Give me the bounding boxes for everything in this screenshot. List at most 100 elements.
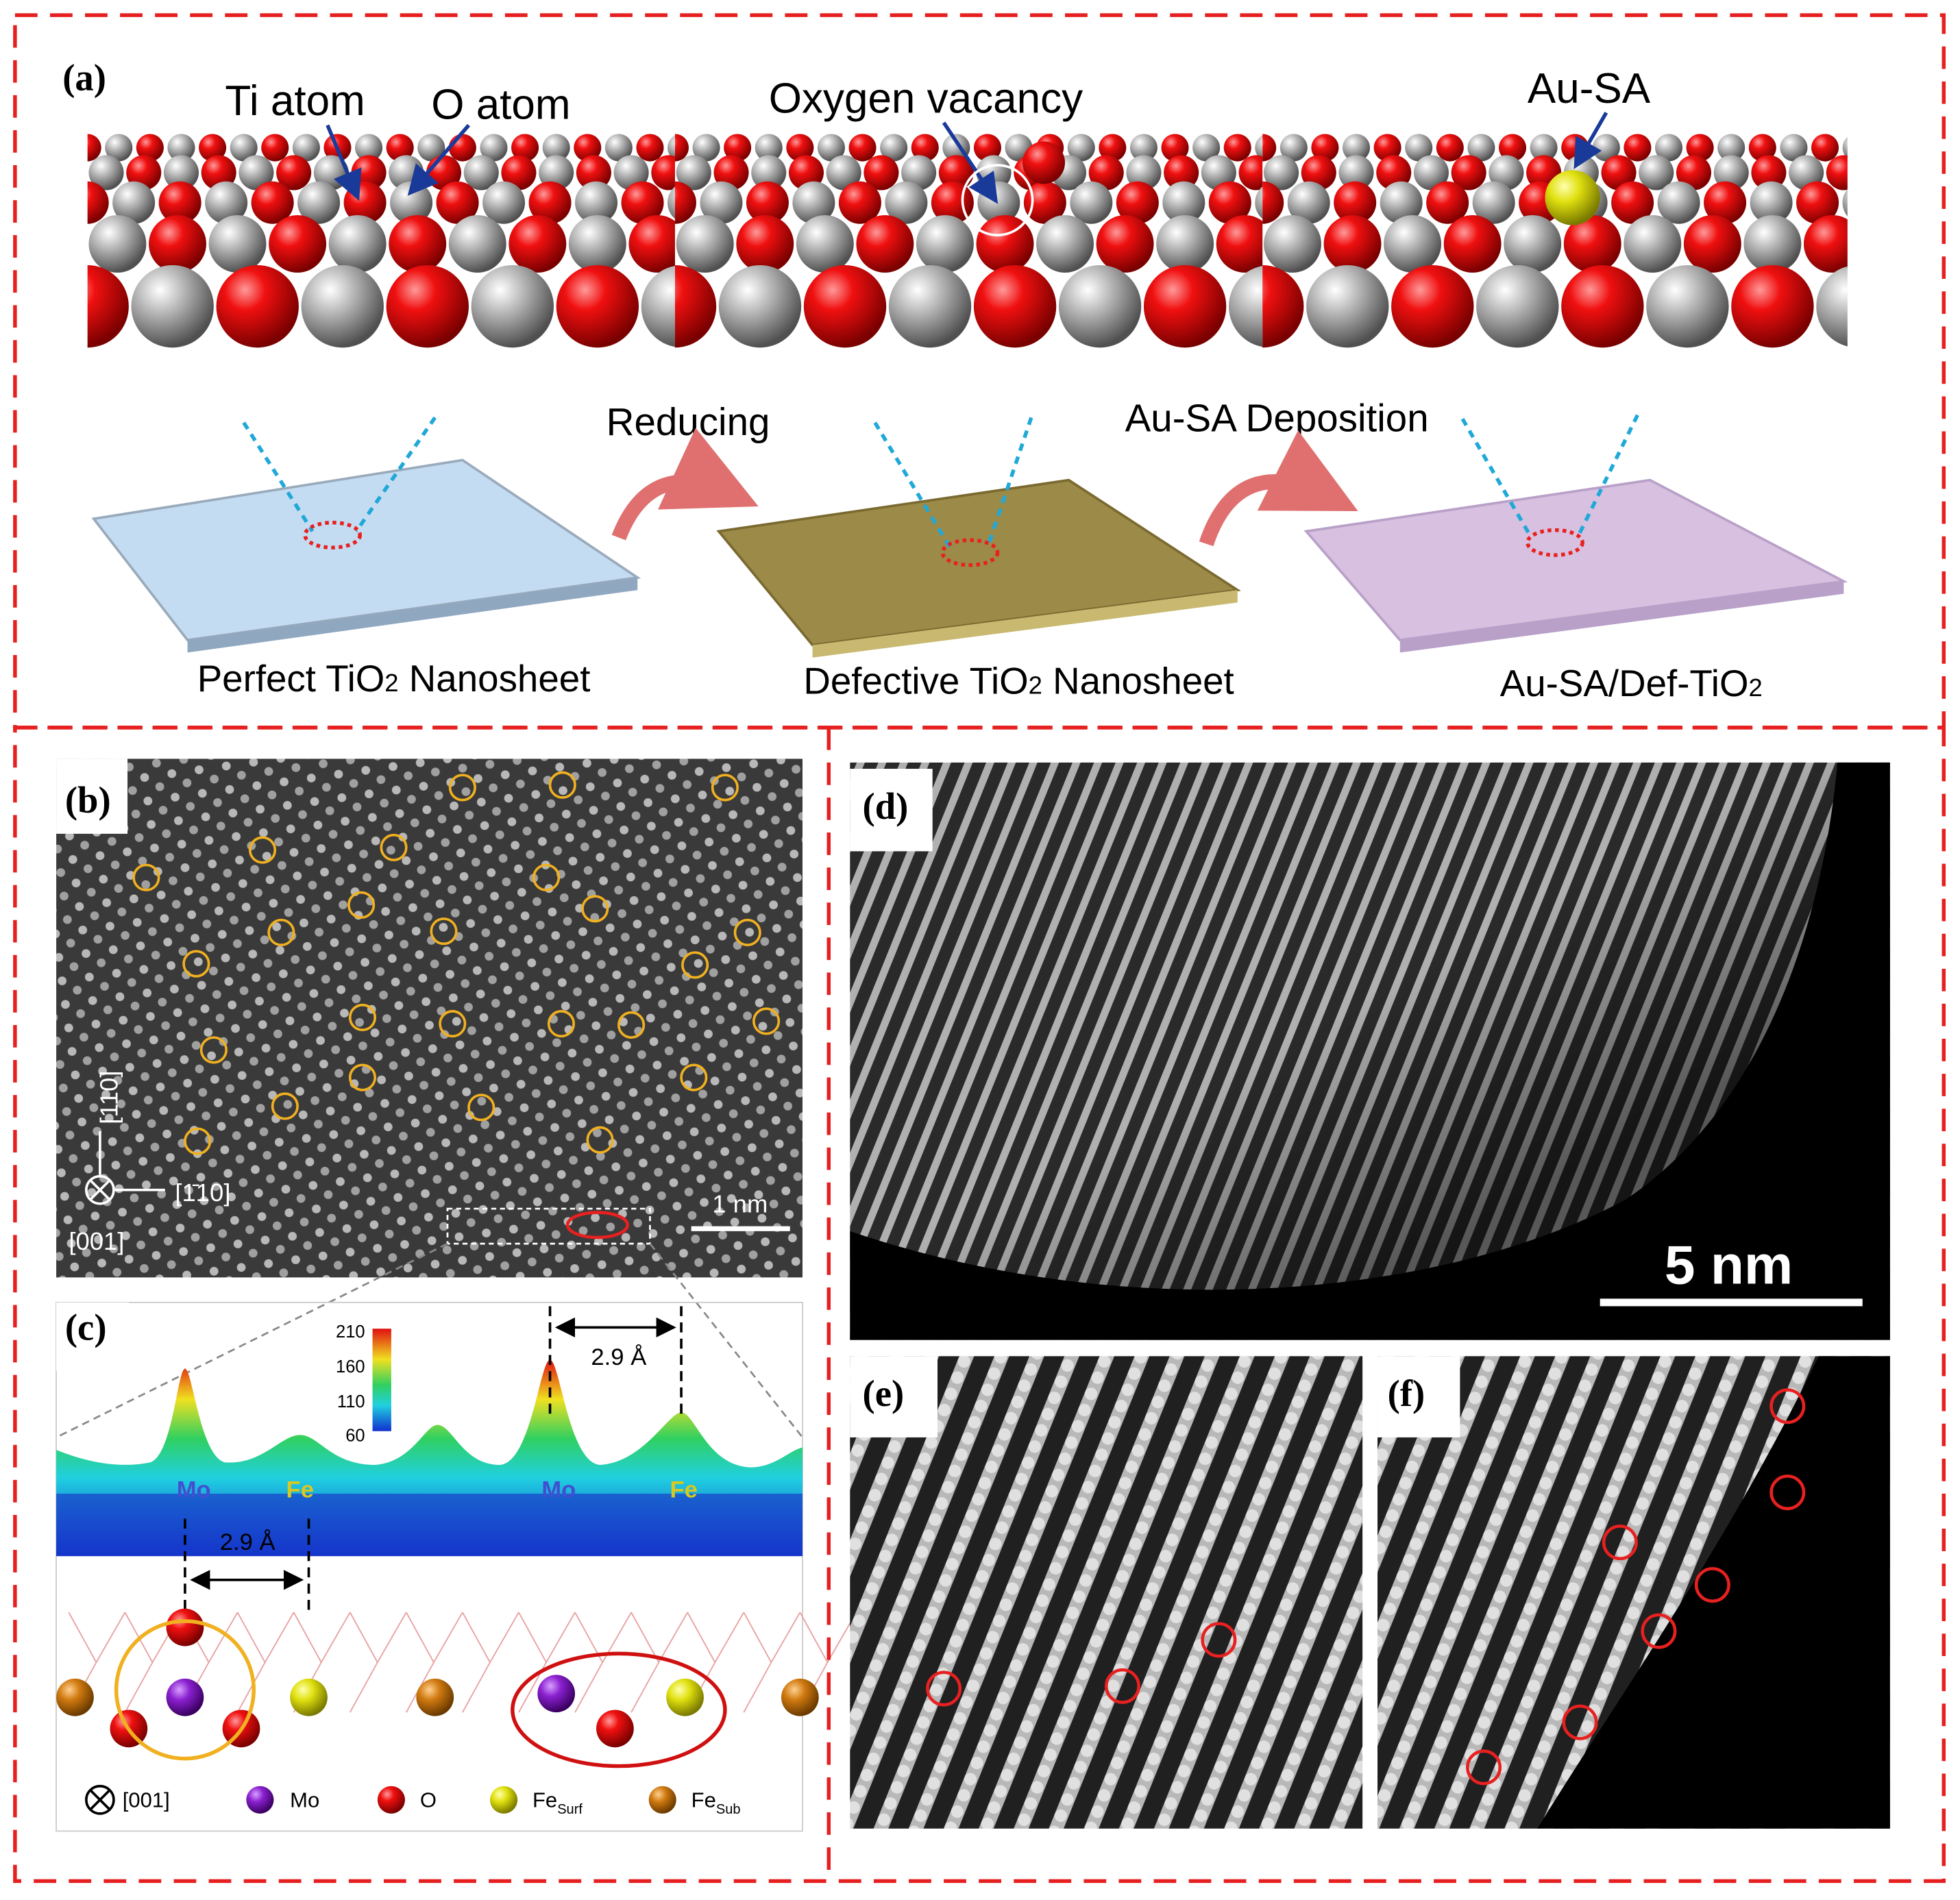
highlight [511,1651,727,1768]
atom-marker [532,863,561,891]
atom [471,264,554,348]
atom-models [0,134,1848,348]
atom [596,1710,634,1748]
panel-frame [56,1301,803,1832]
atom-marker [752,1007,781,1035]
panel-label: (d) [863,785,909,827]
atom-marker [182,950,210,978]
atom [1796,181,1839,224]
atom [1264,215,1321,273]
atom [613,155,649,190]
atom-marker [548,771,576,799]
atom [1279,134,1308,162]
atom [576,155,611,190]
atom [1489,155,1524,190]
atom [448,215,506,273]
atom-marker [380,833,408,861]
highlight [114,1619,256,1761]
atom [976,215,1034,273]
atom [1067,134,1095,162]
atom-label: O atom [431,82,570,129]
atom [1743,215,1802,273]
atom [641,265,675,347]
atom [216,264,299,348]
atom [149,215,206,273]
atom [1376,155,1412,190]
panel-label: (b) [65,779,111,821]
atom [676,155,711,190]
step-label: Au-SA Deposition [1125,397,1429,440]
pointer [407,123,471,196]
atom-markers [926,1622,1237,1707]
atom [786,134,814,162]
atom [1713,155,1749,190]
atom [1058,264,1142,348]
atom [463,155,499,190]
atom [201,155,236,190]
atom [292,134,320,162]
atom [539,155,574,190]
atom [42,134,70,161]
atom [1301,155,1336,190]
atom-marker [680,1063,708,1091]
atom [542,134,570,162]
atom [355,134,383,162]
atom [0,265,44,347]
highlight [565,1211,629,1239]
atom [1504,215,1562,273]
nanosheet-edge [1399,581,1844,653]
atom [667,186,675,219]
atom [885,181,928,224]
peak-label: Fe [670,1477,697,1503]
guide-line [548,1306,683,1419]
atom [888,264,972,348]
atom [509,215,567,273]
atom [1654,134,1683,162]
atom [863,155,899,190]
atom [938,155,974,190]
atom [1334,181,1377,224]
atom [501,155,537,190]
atom [1036,215,1094,273]
atom [1780,134,1808,162]
atom [880,134,908,162]
atom [751,155,787,190]
atom [781,1678,819,1716]
atom-marker [267,918,295,947]
label-box [56,758,128,834]
nanosheet [1303,478,1848,642]
atom [1255,135,1263,160]
atom [1287,181,1330,224]
atom [482,181,526,224]
legend-icon [85,1784,115,1815]
zoom-guides [56,1242,804,1439]
panel-borders [13,13,1946,1884]
step-label: Reducing [607,400,770,443]
atom [1467,134,1495,162]
atom [389,215,447,273]
atom [803,264,887,348]
atom [20,182,62,224]
atom [746,181,789,224]
atom [290,1678,328,1716]
atom [87,134,101,162]
vacuum-region [1537,1356,1890,1829]
atom [261,134,289,162]
legend-icon [89,1788,111,1811]
atom [1816,266,1848,347]
atom [628,215,675,273]
atom [251,181,294,224]
atom [1624,215,1682,273]
atom [1683,215,1741,273]
atom [1311,134,1339,162]
panel-label: (a) [62,57,106,99]
atom [301,264,384,348]
atom-marker [132,863,160,891]
atom [1023,181,1066,224]
atom [105,134,133,162]
atom [973,264,1057,348]
atom [1022,141,1066,184]
atom [269,215,327,273]
legend-icon [377,1786,405,1814]
atom [1096,215,1154,273]
